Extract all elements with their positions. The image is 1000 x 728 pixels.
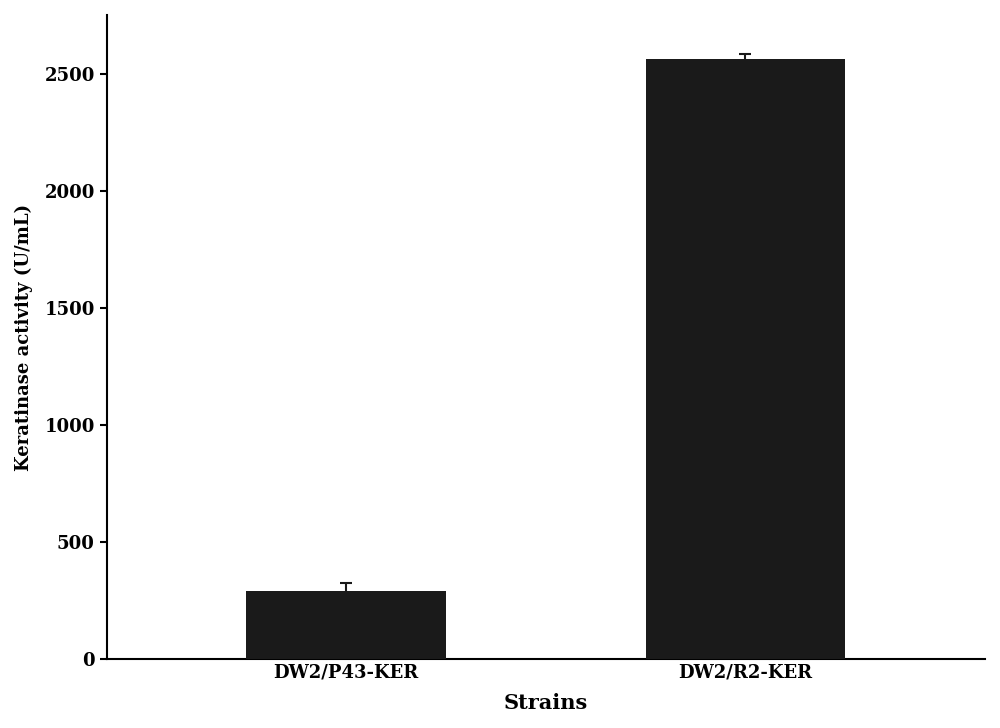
Bar [646, 60, 845, 659]
Y-axis label: Keratinase activity (U/mL): Keratinase activity (U/mL) [15, 203, 33, 470]
Bar [246, 591, 446, 659]
X-axis label: Strains: Strains [504, 693, 588, 713]
